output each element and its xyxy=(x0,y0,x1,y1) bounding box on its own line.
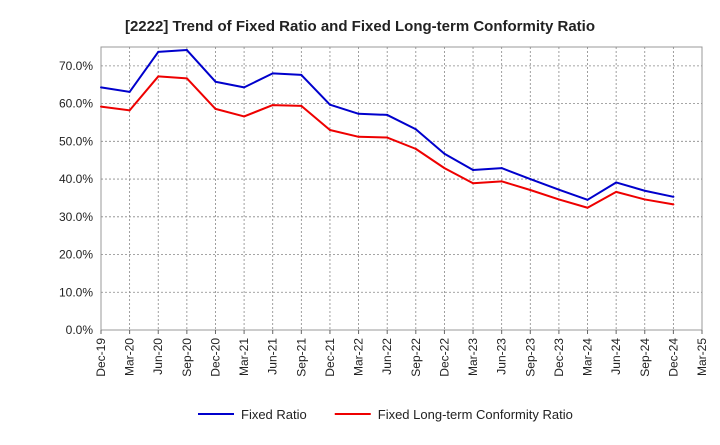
data-point xyxy=(672,203,675,206)
legend-label: Fixed Long-term Conformity Ratio xyxy=(378,407,573,422)
y-tick-label: 20.0% xyxy=(59,248,93,262)
data-point xyxy=(328,129,331,132)
y-tick-label: 10.0% xyxy=(59,285,93,299)
data-point xyxy=(529,189,532,192)
series-lines xyxy=(100,49,675,209)
data-point xyxy=(157,75,160,78)
data-point xyxy=(185,77,188,80)
x-tick-label: Sep-24 xyxy=(638,338,652,377)
data-point xyxy=(100,86,102,89)
y-tick-label: 70.0% xyxy=(59,59,93,73)
y-tick-label: 30.0% xyxy=(59,210,93,224)
data-point xyxy=(643,198,646,201)
data-point xyxy=(214,107,217,110)
data-point xyxy=(643,189,646,192)
data-point xyxy=(414,147,417,150)
data-point xyxy=(128,109,131,112)
x-tick-label: Sep-21 xyxy=(294,338,308,377)
legend-label: Fixed Ratio xyxy=(241,407,307,422)
x-tick-label: Mar-24 xyxy=(581,338,595,376)
y-tick-label: 40.0% xyxy=(59,172,93,186)
data-point xyxy=(300,73,303,76)
x-tick-label: Jun-20 xyxy=(151,338,165,375)
grid xyxy=(100,46,703,331)
x-tick-label: Jun-24 xyxy=(609,338,623,375)
data-point xyxy=(243,86,246,89)
data-point xyxy=(386,113,389,116)
x-tick-label: Dec-23 xyxy=(552,338,566,377)
data-point xyxy=(414,128,417,131)
data-point xyxy=(500,167,503,170)
x-tick-label: Sep-20 xyxy=(180,338,194,377)
x-tick-label: Mar-25 xyxy=(695,338,709,376)
data-point xyxy=(243,115,246,118)
x-tick-label: Dec-19 xyxy=(94,338,108,377)
data-point xyxy=(443,167,446,170)
data-point xyxy=(586,198,589,201)
data-point xyxy=(443,152,446,155)
x-tick-label: Dec-24 xyxy=(666,338,680,377)
data-point xyxy=(271,72,274,75)
plot-frame xyxy=(100,46,703,331)
data-point xyxy=(615,190,618,193)
x-tick-label: Mar-21 xyxy=(237,338,251,376)
y-tick-label: 50.0% xyxy=(59,134,93,148)
data-point xyxy=(128,90,131,93)
x-tick-label: Jun-23 xyxy=(495,338,509,375)
x-tick-label: Dec-20 xyxy=(208,338,222,377)
data-point xyxy=(357,112,360,115)
x-tick-label: Jun-22 xyxy=(380,338,394,375)
data-point xyxy=(472,169,475,172)
x-tick-label: Mar-20 xyxy=(123,338,137,376)
data-point xyxy=(557,188,560,191)
data-point xyxy=(386,136,389,139)
x-tick-label: Sep-22 xyxy=(409,338,423,377)
y-tick-label: 60.0% xyxy=(59,97,93,111)
data-point xyxy=(185,49,188,52)
legend: Fixed Ratio Fixed Long-term Conformity Ra… xyxy=(198,407,573,422)
x-tick-label: Mar-22 xyxy=(352,338,366,376)
data-point xyxy=(557,198,560,201)
data-point xyxy=(214,80,217,83)
data-point xyxy=(357,135,360,138)
data-point xyxy=(472,182,475,185)
data-point xyxy=(672,195,675,198)
data-point xyxy=(529,178,532,181)
axes: 0.0% 10.0% 20.0% 30.0% 40.0% 50.0% 60.0% 70.0% D… xyxy=(59,59,709,377)
data-point xyxy=(328,103,331,106)
data-point xyxy=(615,181,618,184)
data-point xyxy=(100,105,102,108)
data-point xyxy=(586,206,589,209)
data-point xyxy=(157,50,160,53)
data-point xyxy=(271,104,274,107)
x-tick-label: Dec-22 xyxy=(437,338,451,377)
data-point xyxy=(300,104,303,107)
data-point xyxy=(500,180,503,183)
chart-title: [2222] Trend of Fixed Ratio and Fixed Lo… xyxy=(125,18,595,35)
x-tick-label: Mar-23 xyxy=(466,338,480,376)
x-tick-label: Sep-23 xyxy=(523,338,537,377)
x-tick-label: Dec-21 xyxy=(323,338,337,377)
y-tick-label: 0.0% xyxy=(66,323,94,337)
x-tick-label: Jun-21 xyxy=(266,338,280,375)
